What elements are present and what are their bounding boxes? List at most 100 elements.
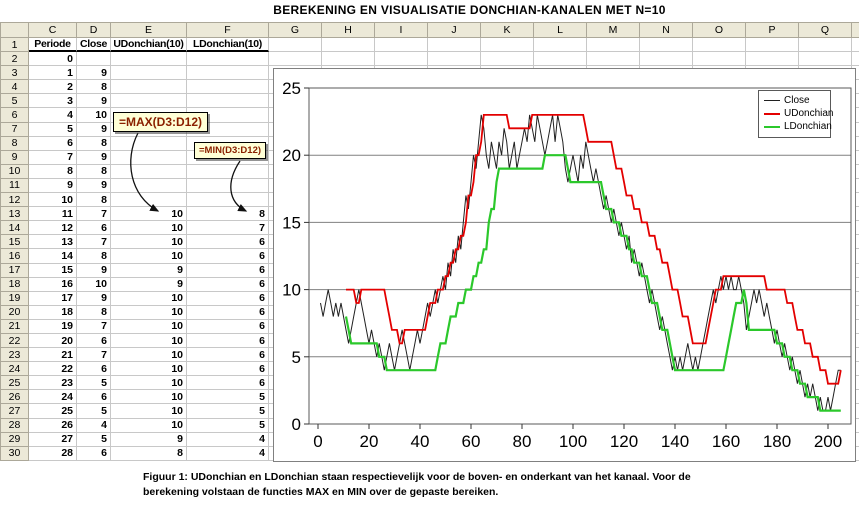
cell-close[interactable]: [77, 52, 111, 67]
cell-ldonchian[interactable]: 5: [187, 390, 269, 405]
cell-periode[interactable]: 24: [29, 390, 77, 405]
row-header-26[interactable]: 26: [1, 390, 29, 405]
row-header-3[interactable]: 3: [1, 66, 29, 81]
cell-ldonchian[interactable]: [187, 193, 269, 208]
cell-udonchian[interactable]: [111, 193, 187, 208]
sheet-cell[interactable]: [322, 52, 375, 67]
cell-periode[interactable]: 5: [29, 122, 77, 137]
cell-ldonchian[interactable]: 6: [187, 319, 269, 334]
cell-close[interactable]: 7: [77, 348, 111, 363]
column-header-O[interactable]: O: [693, 23, 746, 38]
sheet-cell[interactable]: [269, 52, 322, 67]
cell-close[interactable]: 9: [77, 263, 111, 278]
column-header-C[interactable]: C: [29, 23, 77, 38]
cell-close[interactable]: 4: [77, 418, 111, 433]
cell-udonchian[interactable]: 10: [111, 390, 187, 405]
cell-udonchian[interactable]: 10: [111, 362, 187, 377]
cell-ldonchian[interactable]: [187, 94, 269, 109]
cell-periode[interactable]: 27: [29, 432, 77, 447]
cell-periode[interactable]: 15: [29, 263, 77, 278]
column-header-J[interactable]: J: [428, 23, 481, 38]
cell-ldonchian[interactable]: [187, 178, 269, 194]
row-header-5[interactable]: 5: [1, 94, 29, 109]
row-header-10[interactable]: 10: [1, 164, 29, 179]
column-header-N[interactable]: N: [640, 23, 693, 38]
cell-udonchian[interactable]: [111, 66, 187, 81]
cell-periode[interactable]: 7: [29, 150, 77, 165]
sheet-cell[interactable]: [428, 52, 481, 67]
cell-close[interactable]: 9: [77, 66, 111, 81]
cell-close[interactable]: 7: [77, 207, 111, 222]
cell-udonchian[interactable]: 10: [111, 305, 187, 320]
cell-periode[interactable]: 11: [29, 207, 77, 222]
cell-udonchian[interactable]: 10: [111, 207, 187, 222]
cell-udonchian[interactable]: 9: [111, 263, 187, 278]
row-header-17[interactable]: 17: [1, 263, 29, 278]
cell-periode[interactable]: 25: [29, 404, 77, 419]
cell-ldonchian[interactable]: 4: [187, 432, 269, 447]
cell-close[interactable]: 6: [77, 221, 111, 236]
cell-close[interactable]: 10: [77, 277, 111, 292]
min-formula-callout[interactable]: =MIN(D3:D12): [194, 142, 267, 159]
cell-periode[interactable]: 14: [29, 249, 77, 264]
column-header-Q[interactable]: Q: [799, 23, 852, 38]
cell-udonchian[interactable]: 10: [111, 418, 187, 433]
cell-close[interactable]: 8: [77, 80, 111, 95]
cell-udonchian[interactable]: 10: [111, 235, 187, 250]
column-header-F[interactable]: F: [187, 23, 269, 38]
row-header-27[interactable]: 27: [1, 404, 29, 419]
column-header-H[interactable]: H: [322, 23, 375, 38]
cell-close[interactable]: 9: [77, 291, 111, 306]
column-header-D[interactable]: D: [77, 23, 111, 38]
sheet-cell[interactable]: [799, 52, 852, 67]
cell-ldonchian[interactable]: 6: [187, 362, 269, 377]
donchian-chart[interactable]: 0 5 10 15 20 25 0 20 40 60 80 100 120 140 160 180 200 Cl…: [273, 68, 856, 462]
cell-ldonchian[interactable]: 8: [187, 207, 269, 222]
cell-close[interactable]: 8: [77, 164, 111, 179]
cell-close[interactable]: 8: [77, 136, 111, 151]
sheet-cell[interactable]: [587, 38, 640, 53]
cell-ldonchian[interactable]: 7: [187, 221, 269, 236]
cell-udonchian[interactable]: 10: [111, 319, 187, 334]
cell-periode[interactable]: 0: [29, 52, 77, 67]
sheet-cell[interactable]: [640, 52, 693, 67]
select-all-corner[interactable]: [1, 23, 29, 38]
cell-ldonchian[interactable]: [187, 52, 269, 67]
sheet-cell[interactable]: [322, 38, 375, 53]
cell-periode[interactable]: 26: [29, 418, 77, 433]
cell-close[interactable]: 9: [77, 122, 111, 137]
cell-periode[interactable]: 19: [29, 319, 77, 334]
sheet-cell[interactable]: [481, 52, 534, 67]
row-header-19[interactable]: 19: [1, 291, 29, 306]
cell-ldonchian[interactable]: 6: [187, 235, 269, 250]
column-header-G[interactable]: G: [269, 23, 322, 38]
cell-periode[interactable]: 22: [29, 362, 77, 377]
row-header-2[interactable]: 2: [1, 52, 29, 67]
row-header-18[interactable]: 18: [1, 277, 29, 292]
row-header-23[interactable]: 23: [1, 348, 29, 363]
cell-close[interactable]: 9: [77, 178, 111, 194]
cell-ldonchian[interactable]: 4: [187, 446, 269, 461]
cell-periode[interactable]: 28: [29, 446, 77, 461]
cell-close[interactable]: 9: [77, 150, 111, 165]
sheet-cell[interactable]: [746, 52, 799, 67]
cell-periode[interactable]: 10: [29, 193, 77, 208]
column-header-P[interactable]: P: [746, 23, 799, 38]
row-header-15[interactable]: 15: [1, 235, 29, 250]
column-header-L[interactable]: L: [534, 23, 587, 38]
cell-ldonchian[interactable]: 6: [187, 291, 269, 306]
cell-periode[interactable]: 12: [29, 221, 77, 236]
cell-udonchian[interactable]: 10: [111, 291, 187, 306]
row-header-1[interactable]: 1: [1, 38, 29, 53]
cell-close[interactable]: 7: [77, 319, 111, 334]
cell-periode[interactable]: 9: [29, 178, 77, 194]
sheet-cell[interactable]: [481, 38, 534, 53]
cell-periode[interactable]: 20: [29, 333, 77, 349]
row-header-25[interactable]: 25: [1, 376, 29, 391]
cell-udonchian[interactable]: [111, 52, 187, 67]
cell-ldonchian[interactable]: 6: [187, 348, 269, 363]
row-header-13[interactable]: 13: [1, 207, 29, 222]
column-header-K[interactable]: K: [481, 23, 534, 38]
cell-udonchian[interactable]: [111, 80, 187, 95]
cell-udonchian[interactable]: [111, 94, 187, 109]
